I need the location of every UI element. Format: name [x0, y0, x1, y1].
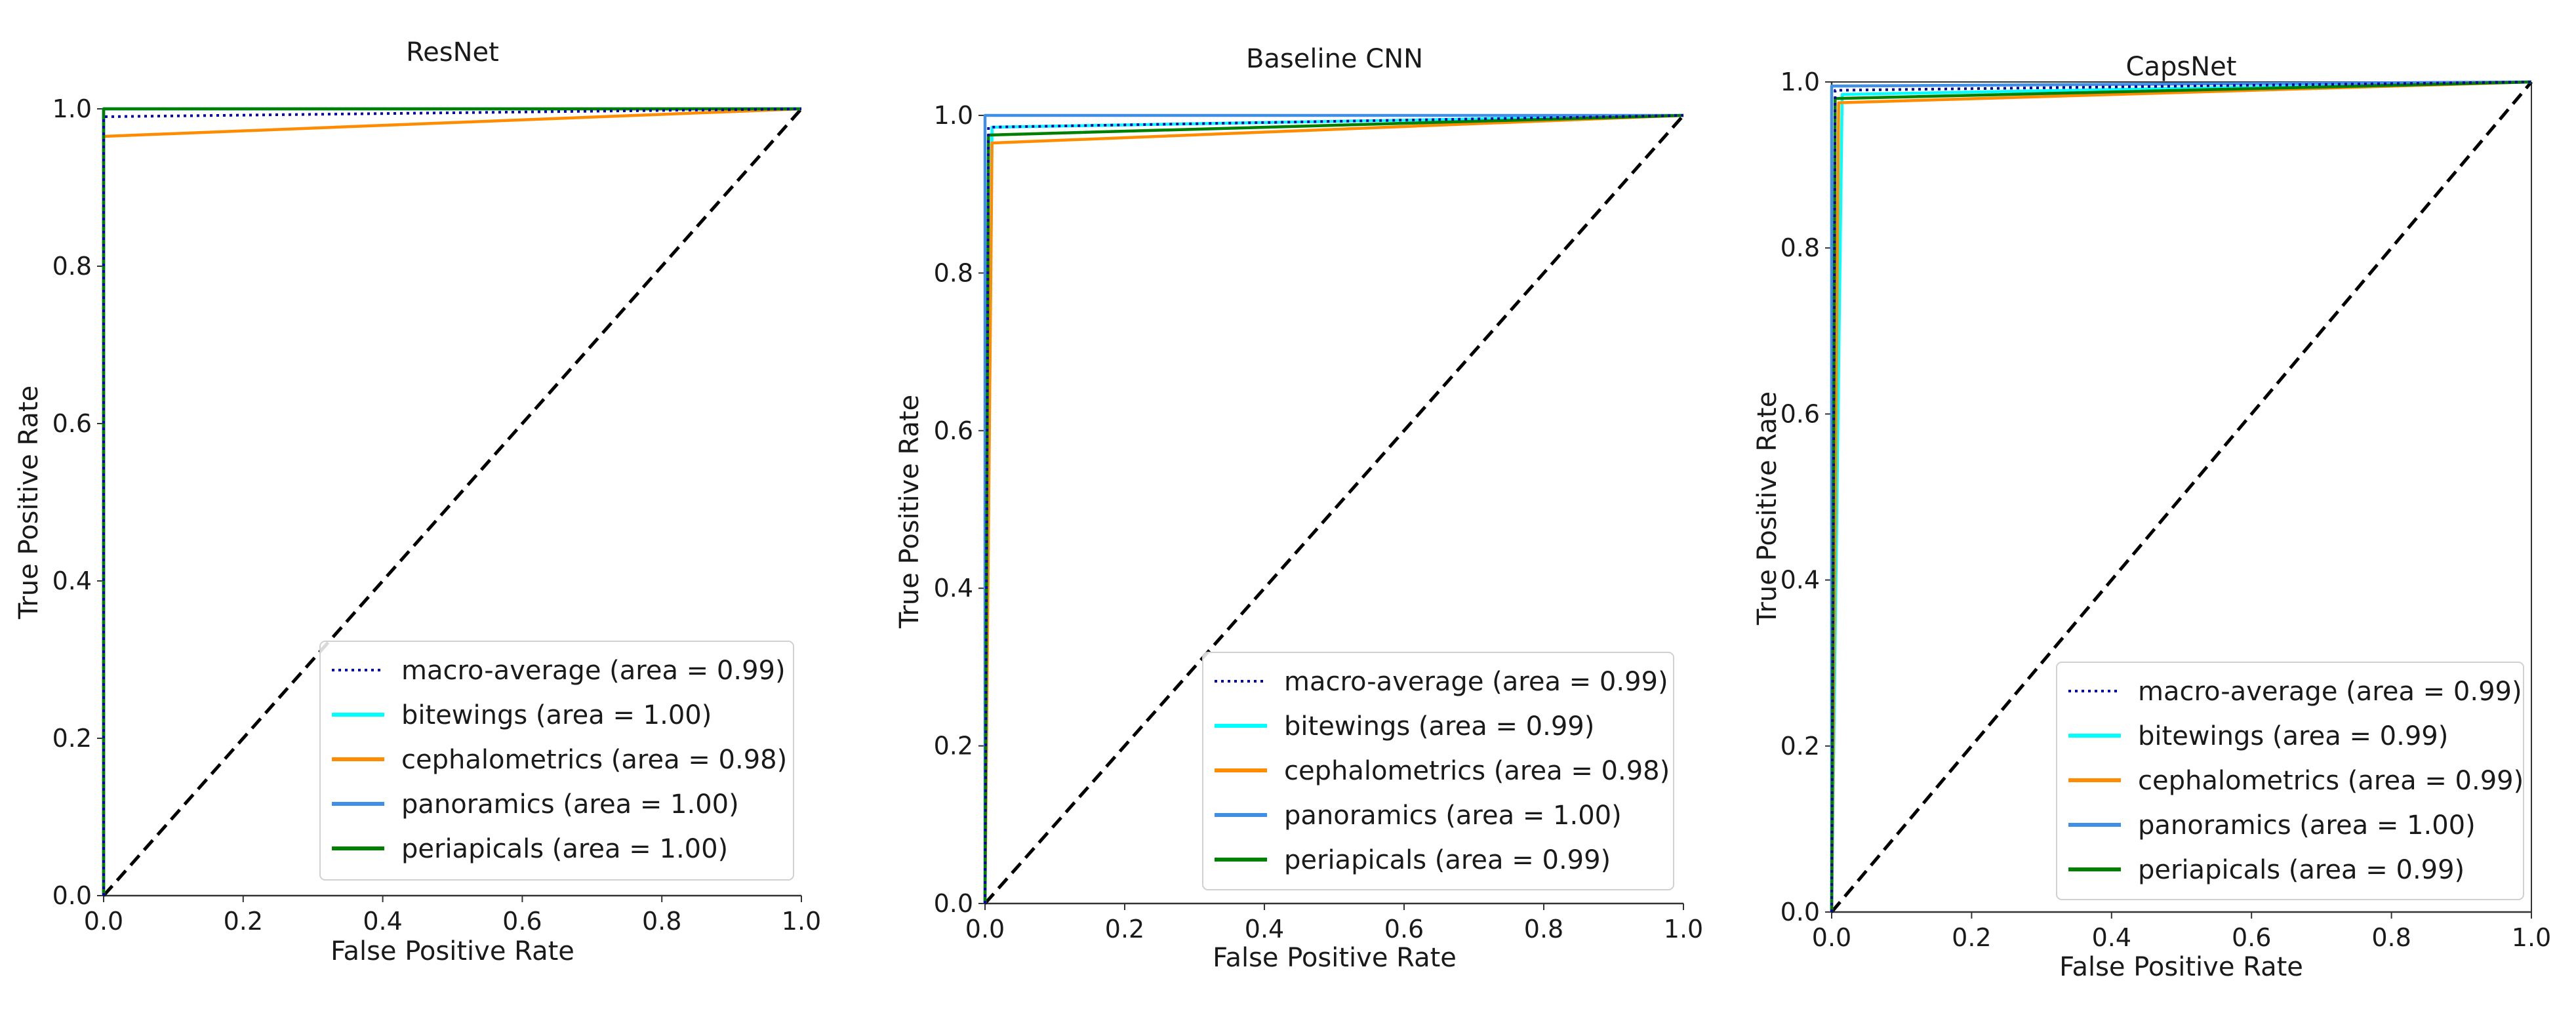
x-tick-label: 1.0: [1664, 915, 1703, 943]
legend-box: [2056, 662, 2524, 900]
x-tick-label: 0.0: [1812, 923, 1851, 952]
subplot-0: 0.0 0.2 0.4 0.6 0.8 1.0 0.0 0.2 0.4 0.6 0.8 1.0 ResN…: [14, 37, 821, 966]
x-tick-label: 1.0: [2512, 923, 2551, 952]
x-tick-label: 0.4: [363, 907, 402, 936]
chart-title: Baseline CNN: [1246, 44, 1423, 74]
subplot-1: 0.0 0.2 0.4 0.6 0.8 1.0 0.0 0.2 0.4 0.6 0.8 1.0 Base…: [895, 44, 1703, 973]
y-tick-label: 0.8: [1781, 233, 1820, 262]
y-tick-label: 0.2: [934, 732, 973, 761]
x-tick-label: 0.8: [2371, 923, 2411, 952]
chart-title: ResNet: [406, 37, 499, 68]
x-tick-label: 0.4: [1245, 915, 1284, 943]
y-tick-label: 0.2: [52, 724, 92, 753]
x-axis-label: False Positive Rate: [331, 936, 574, 966]
roc-curve-macro-average: [1830, 81, 2532, 913]
y-tick-label: 0.8: [52, 252, 92, 281]
x-tick-label: 1.0: [782, 907, 821, 936]
y-axis-label: True Positive Rate: [1752, 391, 1782, 626]
legend-box: [319, 641, 794, 881]
x-tick-label: 0.8: [642, 907, 681, 936]
legend-entry-macro-average: macro-average (area = 0.99): [401, 656, 786, 686]
legend-entry-macro-average: macro-average (area = 0.99): [1284, 667, 1668, 697]
x-tick-label: 0.6: [502, 907, 542, 936]
y-tick-label: 1.0: [52, 94, 92, 123]
x-tick-label: 0.4: [2092, 923, 2131, 952]
legend: macro-average (area = 0.99) bitewings (ar…: [1202, 652, 1674, 890]
chart-title: CapsNet: [2126, 52, 2237, 82]
x-tick-label: 0.0: [965, 915, 1005, 943]
y-tick-label: 0.0: [52, 881, 92, 910]
legend-entry-bitewings: bitewings (area = 0.99): [2138, 721, 2448, 751]
y-axis-label: True Positive Rate: [895, 395, 925, 629]
legend-entry-panoramics: panoramics (area = 1.00): [1284, 801, 1622, 831]
roc-curve-macro-average: [984, 114, 1684, 904]
y-tick-label: 0.4: [934, 574, 973, 603]
legend-entry-panoramics: panoramics (area = 1.00): [401, 789, 739, 820]
legend-entry-macro-average: macro-average (area = 0.99): [2138, 677, 2522, 707]
x-tick-label: 0.2: [224, 907, 263, 936]
x-tick-label: 0.0: [84, 907, 123, 936]
x-tick-label: 0.2: [1105, 915, 1144, 943]
y-tick-label: 0.6: [1781, 399, 1820, 428]
legend-entry-cephalometrics: cephalometrics (area = 0.99): [2138, 766, 2524, 796]
x-tick-label: 0.2: [1952, 923, 1991, 952]
chance-diagonal-line: [984, 114, 1685, 905]
x-tick-label: 0.8: [1524, 915, 1563, 943]
legend-box: [1202, 652, 1674, 890]
y-tick-label: 0.6: [934, 416, 973, 445]
x-tick-label: 0.6: [2232, 923, 2271, 952]
y-tick-label: 0.2: [1781, 732, 1820, 761]
subplot-2: 0.0 0.2 0.4 0.6 0.8 1.0 0.0 0.2 0.4 0.6 0.8 1.0 Caps…: [1752, 52, 2551, 982]
legend-entry-periapicals: periapicals (area = 1.00): [401, 834, 728, 864]
y-tick-label: 1.0: [934, 101, 973, 130]
x-tick-label: 0.6: [1384, 915, 1424, 943]
y-tick-label: 0.6: [52, 409, 92, 438]
y-tick-label: 0.4: [1781, 566, 1820, 595]
chance-diagonal-line: [102, 108, 803, 897]
y-tick-label: 0.8: [934, 258, 973, 287]
legend-entry-bitewings: bitewings (area = 0.99): [1284, 711, 1594, 742]
legend-entry-panoramics: panoramics (area = 1.00): [2138, 810, 2476, 841]
y-axis-label: True Positive Rate: [14, 386, 44, 620]
legend-entry-cephalometrics: cephalometrics (area = 0.98): [1284, 756, 1670, 786]
legend: macro-average (area = 0.99) bitewings (ar…: [2056, 662, 2524, 900]
y-tick-label: 1.0: [1781, 68, 1820, 96]
legend-entry-periapicals: periapicals (area = 0.99): [1284, 845, 1611, 875]
x-axis-label: False Positive Rate: [1213, 943, 1457, 973]
legend-entry-bitewings: bitewings (area = 1.00): [401, 700, 712, 730]
y-tick-label: 0.4: [52, 566, 92, 595]
legend-entry-cephalometrics: cephalometrics (area = 0.98): [401, 745, 787, 775]
legend-entry-periapicals: periapicals (area = 0.99): [2138, 855, 2465, 885]
x-axis-label: False Positive Rate: [2059, 952, 2303, 982]
chance-diagonal-line: [1830, 81, 2533, 913]
legend: macro-average (area = 0.99) bitewings (ar…: [319, 641, 794, 881]
y-tick-label: 0.0: [934, 889, 973, 918]
y-tick-label: 0.0: [1781, 898, 1820, 926]
